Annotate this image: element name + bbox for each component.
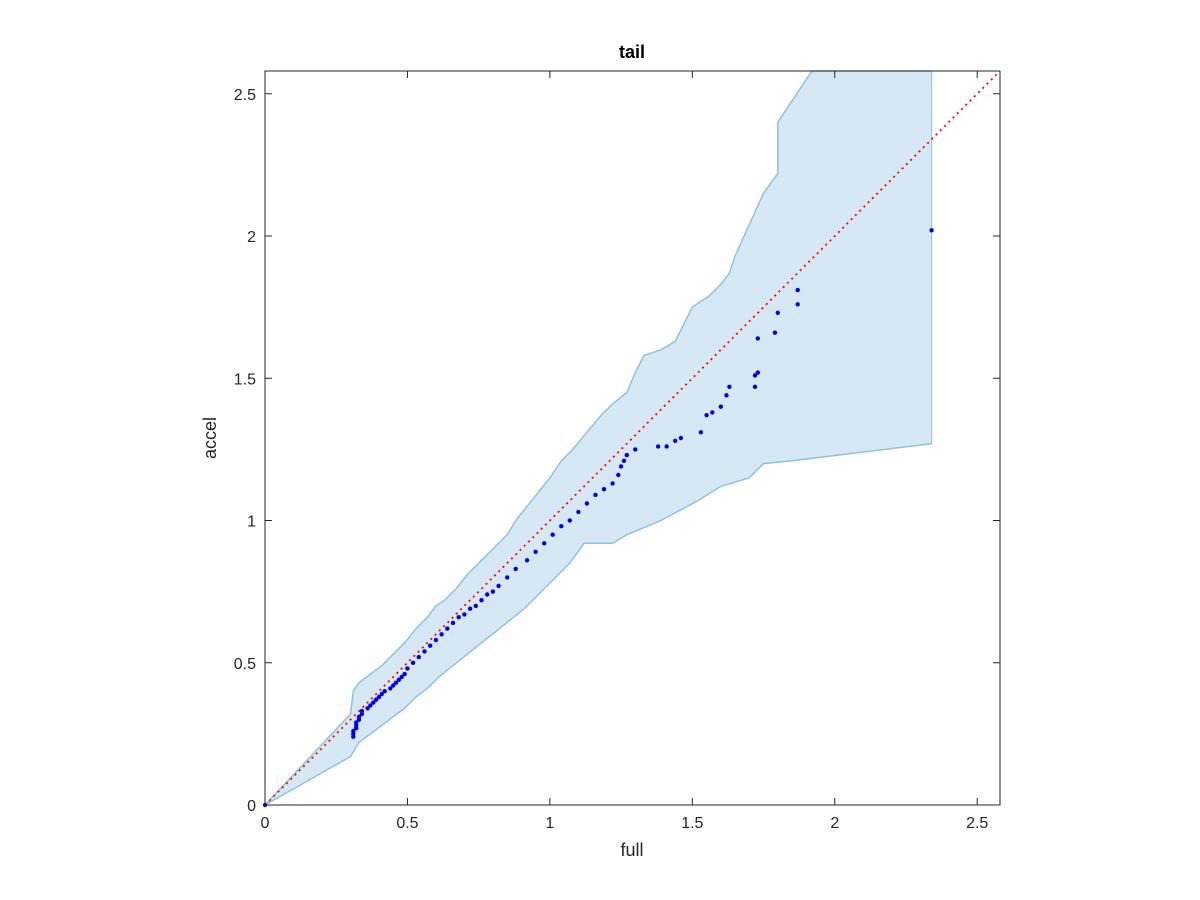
- y-tick-label: 1.5: [234, 371, 256, 388]
- data-point: [664, 444, 669, 449]
- confidence-band-lower-edge: [264, 442, 932, 806]
- x-tick-label: 1.5: [681, 815, 703, 832]
- data-point: [559, 524, 564, 529]
- data-point: [513, 566, 518, 572]
- data-point: [485, 592, 490, 597]
- data-point: [368, 703, 373, 708]
- data-point: [505, 575, 510, 580]
- data-point: [379, 691, 384, 697]
- data-point: [399, 674, 404, 680]
- data-point: [610, 481, 615, 486]
- data-point: [752, 373, 758, 378]
- x-tick-label: 2: [830, 815, 839, 832]
- data-point: [365, 706, 370, 711]
- data-point: [678, 435, 684, 441]
- data-point: [456, 615, 461, 620]
- x-tick-label: 2.5: [966, 815, 988, 832]
- axes-box: [264, 70, 1001, 806]
- data-point: [542, 541, 547, 546]
- data-point: [393, 680, 399, 685]
- data-point: [593, 492, 598, 498]
- y-axis-label: accel: [200, 417, 220, 459]
- data-point: [422, 649, 427, 654]
- y-tick-label: 2: [247, 229, 256, 246]
- data-points-layer: [262, 228, 934, 808]
- data-point: [584, 501, 590, 506]
- data-point: [524, 558, 530, 563]
- data-point: [655, 444, 661, 449]
- data-point: [673, 438, 678, 443]
- data-point: [727, 384, 732, 389]
- data-point: [795, 287, 800, 293]
- data-point: [698, 430, 704, 435]
- reference-line: [264, 70, 1001, 806]
- data-point: [616, 472, 621, 478]
- data-point: [490, 589, 496, 594]
- data-point: [718, 404, 723, 409]
- data-point: [402, 671, 407, 677]
- data-point: [351, 728, 356, 734]
- confidence-band-upper-edge: [264, 70, 932, 806]
- data-point: [550, 532, 555, 537]
- axes-layer: 0 0.5 1 1.5 2 2.5 0 0.5 1 1.5 2 2.5: [234, 70, 1001, 832]
- x-axis-label: full: [620, 840, 643, 860]
- data-point: [396, 677, 402, 682]
- data-point: [359, 708, 365, 714]
- data-point: [496, 583, 501, 589]
- y-tick-label: 1: [247, 514, 256, 531]
- data-point: [929, 228, 934, 233]
- data-point: [633, 447, 638, 452]
- y-tick-label: 2.5: [234, 87, 256, 104]
- data-point: [373, 697, 379, 702]
- data-point: [772, 330, 778, 335]
- data-point: [755, 336, 760, 341]
- x-tick-label: 0: [261, 815, 270, 832]
- data-point: [795, 302, 800, 307]
- data-point: [467, 606, 473, 611]
- data-point: [724, 393, 729, 398]
- data-point: [439, 632, 444, 637]
- data-point: [433, 637, 439, 643]
- confidence-band-layer: [264, 70, 933, 806]
- data-point: [356, 714, 362, 719]
- data-point: [462, 612, 467, 617]
- data-point: [354, 720, 359, 725]
- data-point: [445, 626, 450, 631]
- data-point: [533, 549, 538, 554]
- confidence-band-area: [265, 71, 932, 805]
- data-point: [479, 598, 484, 603]
- data-point: [382, 689, 387, 694]
- data-point: [621, 458, 627, 463]
- x-tick-label: 1: [545, 815, 554, 832]
- data-point: [450, 620, 456, 626]
- data-point: [601, 487, 607, 492]
- data-point: [376, 694, 382, 700]
- chart-title: tail: [619, 42, 645, 62]
- data-point: [371, 700, 376, 705]
- data-point: [405, 666, 410, 671]
- data-point: [704, 413, 709, 418]
- data-point: [576, 509, 581, 515]
- y-tick-label: 0.5: [234, 656, 256, 673]
- data-point: [410, 660, 416, 665]
- y-tick-label: 0: [247, 798, 256, 815]
- data-point: [388, 686, 393, 691]
- data-point: [624, 452, 629, 458]
- data-point: [567, 518, 572, 523]
- data-point: [618, 464, 624, 469]
- data-point: [775, 310, 780, 315]
- data-point: [752, 384, 758, 389]
- data-point: [391, 683, 396, 688]
- data-point: [710, 410, 715, 415]
- data-point: [428, 643, 433, 648]
- x-tick-label: 0.5: [396, 815, 418, 832]
- data-point: [416, 654, 421, 660]
- data-point: [755, 370, 760, 375]
- data-point: [473, 603, 478, 609]
- reference-line-layer: [264, 70, 1001, 806]
